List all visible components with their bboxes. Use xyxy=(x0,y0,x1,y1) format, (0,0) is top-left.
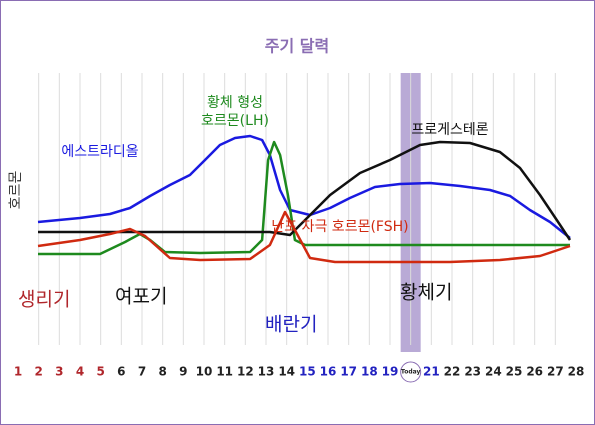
x-tick-label: 21 xyxy=(423,365,440,379)
x-tick-label: 16 xyxy=(320,365,337,379)
x-tick-label: 17 xyxy=(340,365,357,379)
x-tick-label: 23 xyxy=(464,365,481,379)
phase-label: 배란기 xyxy=(265,314,317,336)
x-tick-label: 25 xyxy=(506,365,523,379)
series-label: 황체 형성 xyxy=(207,95,263,111)
series-label: 에스트라디올 xyxy=(61,144,138,160)
x-tick-label: 14 xyxy=(278,365,295,379)
series-line xyxy=(37,134,571,239)
x-tick-label: 1 xyxy=(14,365,22,379)
x-tick-label: 4 xyxy=(76,365,84,379)
series-label: 호르몬(LH) xyxy=(201,113,269,129)
x-tick-label: Today xyxy=(401,369,421,376)
phase-label: 황체기 xyxy=(400,282,452,304)
x-tick-label: 2 xyxy=(34,365,42,379)
series-line xyxy=(38,140,570,256)
x-tick-label: 8 xyxy=(158,365,166,379)
x-tick-label: 9 xyxy=(179,365,187,379)
x-tick-label: 26 xyxy=(526,365,543,379)
x-tick-label: 27 xyxy=(547,365,564,379)
series-line xyxy=(37,210,571,264)
x-tick-label: 18 xyxy=(361,365,378,379)
series-label: 프로게스테론 xyxy=(411,122,488,138)
plot-area: 1 2 3 4 5 6 7 8 9 10 11 12 13 14 15 16 17 18 19 Today 21 22 23… xyxy=(14,73,585,383)
x-tick-label: 28 xyxy=(568,365,585,379)
chart-title: 주기 달력 xyxy=(265,37,329,56)
x-tick-label: 3 xyxy=(55,365,63,379)
series-label: 난포 자극 호르몬(FSH) xyxy=(271,219,408,235)
today-circle xyxy=(400,361,422,383)
x-tick-label: 13 xyxy=(258,365,275,379)
x-tick-label: 22 xyxy=(444,365,461,379)
x-tick-label: 10 xyxy=(196,365,213,379)
x-tick-label: 19 xyxy=(382,365,399,379)
y-axis-label: 호르몬 xyxy=(8,171,24,210)
x-tick-label: 5 xyxy=(96,365,104,379)
x-tick-label: 7 xyxy=(138,365,146,379)
x-tick-label: 15 xyxy=(299,365,316,379)
phase-label: 생리기 xyxy=(18,289,70,311)
x-tick-label: 24 xyxy=(485,365,502,379)
phase-label: 여포기 xyxy=(115,286,167,308)
x-tick-label: 11 xyxy=(216,365,233,379)
x-tick-label: 12 xyxy=(237,365,254,379)
x-tick-label: 6 xyxy=(117,365,125,379)
